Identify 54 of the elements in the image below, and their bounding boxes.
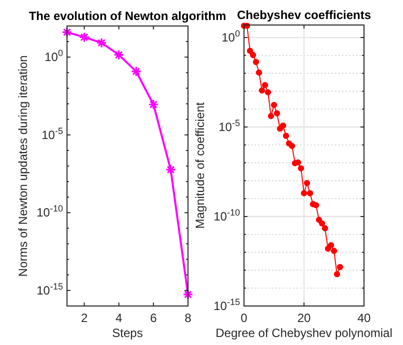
y-tick-label: 10$^{-15}$ — [214, 297, 240, 313]
point — [148, 99, 159, 110]
point — [114, 50, 124, 60]
point — [288, 142, 296, 150]
point — [294, 159, 302, 166]
x-tick-label: 40 — [357, 311, 371, 325]
y-tick-label: 10$^{0}$ — [44, 48, 63, 64]
x-tick-label: 8 — [184, 311, 192, 325]
point — [274, 110, 280, 116]
y-tick-label: 10$^{-5}$ — [218, 118, 240, 134]
point — [334, 271, 340, 278]
y-tick-label: 10$^{-5}$ — [42, 126, 63, 142]
chart-title: Chebyshev coefficients — [236, 8, 372, 22]
y-axis-title: Magnitude of coefficient — [193, 102, 207, 229]
x-tick-label: 2 — [80, 311, 88, 325]
point — [322, 225, 328, 232]
x-axis-title: Degree of Chebyshev polynomial — [216, 326, 392, 340]
point — [262, 82, 268, 88]
x-tick-label: 0 — [240, 311, 248, 325]
point — [306, 190, 314, 196]
x-tick-label: 4 — [116, 311, 123, 325]
point — [258, 87, 266, 94]
point — [298, 165, 304, 172]
point — [282, 132, 290, 139]
point — [96, 38, 107, 48]
point — [280, 122, 286, 129]
point — [165, 164, 176, 175]
point — [318, 220, 326, 227]
point — [256, 69, 262, 76]
point — [246, 48, 254, 54]
point — [300, 190, 308, 196]
point — [304, 180, 310, 186]
point — [336, 264, 344, 270]
point — [264, 89, 272, 96]
point — [252, 58, 260, 66]
chart-title: The evolution of Newton algorithm — [28, 9, 226, 23]
y-tick-label: 10$^{-10}$ — [36, 204, 63, 220]
point — [250, 52, 256, 58]
point — [270, 102, 278, 108]
point — [130, 66, 142, 77]
x-tick-label: 20 — [297, 311, 311, 325]
point — [62, 26, 72, 38]
point — [268, 112, 274, 120]
y-tick-label: 10$^{-10}$ — [214, 208, 240, 224]
point — [328, 242, 334, 248]
y-axis-title: Norms of Newton updates during iteration — [16, 55, 30, 277]
y-tick-label: 10$^{-15}$ — [36, 281, 63, 298]
point — [78, 32, 90, 43]
point — [182, 289, 194, 300]
x-tick-label: 6 — [150, 311, 158, 325]
x-axis-title: Steps — [112, 326, 143, 340]
point — [312, 202, 320, 208]
y-tick-label: 10$^{0}$ — [222, 28, 240, 45]
point — [330, 248, 338, 254]
